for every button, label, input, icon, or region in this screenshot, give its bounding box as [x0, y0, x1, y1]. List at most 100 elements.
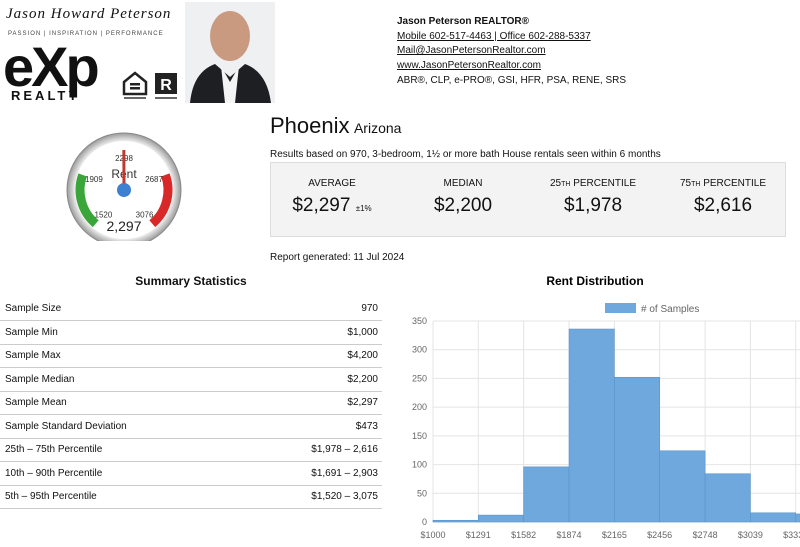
row-label: Sample Median — [5, 373, 75, 385]
x-tick-label: $2748 — [693, 530, 718, 540]
agent-name: Jason Peterson REALTOR® — [397, 16, 530, 27]
table-row: Sample Standard Deviation $473 — [0, 415, 382, 439]
stat-value: $1,978 — [523, 195, 663, 217]
bar — [614, 376, 660, 523]
stat-value: $2,616 — [653, 195, 793, 217]
y-tick-label: 50 — [417, 488, 427, 498]
legend-label: # of Samples — [641, 304, 699, 315]
row-value: $1,520 – 3,075 — [311, 491, 378, 502]
stat-num: 75 — [679, 178, 692, 189]
x-tick-label: $1000 — [420, 530, 445, 540]
city: Phoenix — [270, 113, 350, 138]
logo-subtext: REALTY — [11, 88, 81, 103]
stat-name: AVERAGE — [308, 178, 356, 189]
email[interactable]: Mail@JasonPetersonRealtor.com — [397, 45, 546, 56]
gauge-tick-label: 1520 — [95, 211, 113, 220]
table-row: Sample Max $4,200 — [0, 344, 382, 368]
x-tick-label: $1291 — [466, 530, 491, 540]
row-label: Sample Mean — [5, 397, 67, 408]
y-tick-label: 0 — [422, 517, 427, 527]
row-value: $2,200 — [347, 373, 378, 385]
tagline: PASSION | INSPIRATION | PERFORMANCE — [8, 31, 164, 37]
results-note: Results based on 970, 3-bedroom, 1½ or m… — [270, 149, 661, 160]
x-tick-label: $2456 — [647, 530, 672, 540]
table-row: Sample Median $2,200 — [0, 368, 382, 392]
y-tick-label: 350 — [412, 316, 427, 326]
stat-amount: $1,978 — [563, 195, 623, 216]
row-label: 5th – 95th Percentile — [5, 491, 97, 502]
y-tick-label: 200 — [412, 402, 427, 412]
row-label: Sample Size — [5, 303, 62, 314]
stat-label: 75TH PERCENTILE — [663, 178, 783, 189]
stat-name: PERCENTILE — [703, 178, 767, 189]
x-tick-label: $1874 — [557, 530, 582, 540]
histogram: Rent Distribution # of Samples 0 50 100 150 20… — [412, 274, 800, 540]
phone[interactable]: Mobile 602-517-4463 | Office 602-288-533… — [397, 31, 591, 42]
table-row: 25th – 75th Percentile $1,978 – 2,616 — [0, 438, 382, 462]
bar — [432, 519, 479, 523]
gauge: Rent152019092298268730762,297 — [66, 132, 182, 241]
stat-label: AVERAGE — [272, 178, 392, 189]
row-label: 25th – 75th Percentile — [5, 444, 103, 455]
gauge-tick-label: 3076 — [136, 211, 154, 220]
stat-label: MEDIAN — [403, 178, 523, 189]
green-zone — [75, 173, 99, 228]
bar — [704, 473, 751, 523]
stat-label: 25TH PERCENTILE — [533, 178, 653, 189]
logo-text: eXp — [3, 35, 100, 98]
y-tick-label: 100 — [412, 460, 427, 470]
row-value: 970 — [361, 303, 378, 314]
bar — [523, 466, 570, 523]
red-zone — [149, 173, 173, 228]
table-row: Sample Size 970 — [0, 297, 382, 321]
gauge-value: 2,297 — [106, 218, 141, 234]
bar — [659, 450, 706, 523]
legend-swatch — [605, 303, 636, 313]
x-tick-label: $2165 — [602, 530, 627, 540]
stat-suffix: TH — [561, 181, 571, 188]
row-label: Sample Standard Deviation — [5, 420, 127, 432]
stat-name: MEDIAN — [443, 178, 483, 189]
table-row: 5th – 95th Percentile $1,520 – 3,075 — [0, 485, 382, 509]
bar — [750, 512, 797, 523]
stat-value: $2,200 — [393, 195, 533, 217]
bar — [568, 328, 615, 523]
x-tick-label: $3330 — [783, 530, 800, 540]
bar — [477, 514, 524, 523]
row-value: $1,691 – 2,903 — [311, 467, 378, 479]
x-tick-label: $1582 — [511, 530, 536, 540]
housing-icons: R — [122, 71, 177, 99]
bar — [795, 513, 800, 523]
stat-name: PERCENTILE — [573, 178, 637, 189]
row-value: $2,297 — [347, 397, 378, 408]
stat-value: $2,297 ±1% — [262, 195, 402, 217]
row-label: 10th – 90th Percentile — [5, 467, 103, 479]
row-label: Sample Min — [5, 326, 58, 338]
table-row: Sample Min $1,000 — [0, 321, 382, 345]
table-row: Sample Mean $2,297 — [0, 391, 382, 415]
location: Phoenix Arizona — [270, 113, 401, 139]
row-value: $4,200 — [347, 350, 378, 361]
gauge-tick-label: 1909 — [85, 175, 103, 184]
report-date: Report generated: 11 Jul 2024 — [270, 252, 405, 263]
gauge-hub — [117, 183, 131, 197]
stat-amount: $2,297 — [292, 195, 351, 216]
x-tick-label: $3039 — [738, 530, 763, 540]
table-row: 10th – 90th Percentile $1,691 – 2,903 — [0, 462, 382, 486]
row-value: $1,000 — [347, 326, 378, 338]
stat-box: AVERAGE $2,297 ±1% MEDIAN $2,200 25TH PERCEN… — [270, 162, 786, 237]
state: Arizona — [353, 120, 402, 136]
svg-text:R: R — [160, 77, 172, 94]
table-title: Summary Statistics — [135, 274, 247, 288]
agent-photo — [185, 2, 275, 103]
website[interactable]: www.JasonPetersonRealtor.com — [397, 60, 541, 71]
y-tick-label: 150 — [412, 431, 427, 441]
y-tick-label: 300 — [412, 345, 427, 355]
gauge-tick-label: 2687 — [145, 175, 163, 184]
stat-suffix: TH — [691, 181, 701, 188]
row-label: Sample Max — [5, 350, 61, 361]
chart-title: Rent Distribution — [546, 274, 643, 288]
row-value: $473 — [355, 420, 378, 432]
row-value: $1,978 – 2,616 — [311, 444, 378, 455]
